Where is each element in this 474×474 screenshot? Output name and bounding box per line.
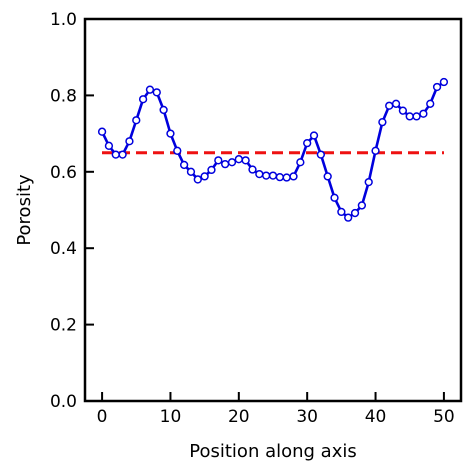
data-point bbox=[118, 150, 127, 159]
data-point bbox=[378, 117, 387, 127]
data-point bbox=[296, 158, 305, 167]
data-point bbox=[255, 169, 264, 179]
data-point bbox=[220, 160, 230, 169]
x-tick-label: 20 bbox=[228, 407, 250, 427]
data-point bbox=[350, 208, 360, 218]
axes: 0 10 20 30 40 50 0.0 0.2 0.4 0.6 0.8 1.0 bbox=[50, 10, 463, 427]
data-point bbox=[385, 101, 394, 110]
data-point bbox=[323, 172, 332, 181]
plot-area bbox=[97, 77, 449, 222]
data-point bbox=[303, 139, 312, 148]
data-point bbox=[330, 193, 339, 202]
data-point bbox=[159, 105, 168, 115]
data-point bbox=[432, 82, 442, 92]
data-point bbox=[173, 146, 182, 155]
data-point bbox=[371, 146, 380, 155]
x-tick-label: 10 bbox=[160, 407, 182, 427]
y-tick-label: 0.6 bbox=[50, 163, 77, 183]
data-point bbox=[111, 150, 120, 159]
data-point bbox=[275, 172, 284, 182]
data-point bbox=[227, 158, 237, 167]
data-point bbox=[419, 109, 428, 118]
data-point bbox=[132, 116, 141, 125]
data-point bbox=[152, 88, 161, 97]
data-point bbox=[241, 156, 250, 165]
data-point bbox=[439, 77, 449, 87]
data-point bbox=[364, 177, 373, 187]
data-point bbox=[398, 106, 408, 115]
data-point bbox=[193, 175, 202, 184]
data-point bbox=[268, 171, 278, 180]
y-axis-label: Porosity bbox=[14, 174, 35, 246]
y-tick-label: 0.8 bbox=[50, 86, 77, 106]
plot-frame bbox=[83, 17, 463, 403]
data-point bbox=[179, 160, 189, 170]
data-point bbox=[248, 165, 257, 174]
data-point bbox=[234, 155, 243, 164]
data-point bbox=[145, 85, 155, 94]
data-point bbox=[391, 99, 401, 108]
data-point bbox=[357, 201, 367, 210]
data-point bbox=[412, 112, 421, 121]
data-point bbox=[125, 137, 134, 146]
y-tick-label: 0.0 bbox=[50, 392, 77, 412]
data-point bbox=[214, 156, 223, 165]
data-point bbox=[97, 127, 107, 136]
y-tick-label: 1.0 bbox=[50, 10, 77, 30]
y-tick-label: 0.2 bbox=[50, 316, 77, 336]
data-point bbox=[309, 131, 319, 140]
x-tick-label: 50 bbox=[433, 407, 455, 427]
x-tick-label: 40 bbox=[365, 407, 387, 427]
y-tick-label: 0.4 bbox=[50, 239, 77, 259]
data-point bbox=[262, 171, 271, 180]
data-point bbox=[426, 99, 435, 108]
data-point bbox=[207, 165, 216, 175]
data-point bbox=[337, 207, 346, 217]
x-tick-label: 30 bbox=[296, 407, 318, 427]
data-point bbox=[344, 213, 353, 222]
data-point bbox=[200, 172, 209, 181]
data-point bbox=[138, 95, 148, 104]
data-point bbox=[166, 129, 175, 138]
data-point bbox=[405, 112, 414, 121]
data-point bbox=[104, 141, 114, 150]
data-point bbox=[316, 150, 326, 159]
x-tick-label: 0 bbox=[97, 407, 108, 427]
x-axis-label: Position along axis bbox=[189, 441, 356, 462]
data-point bbox=[282, 173, 291, 182]
data-point bbox=[289, 172, 298, 181]
data-point bbox=[186, 167, 196, 176]
